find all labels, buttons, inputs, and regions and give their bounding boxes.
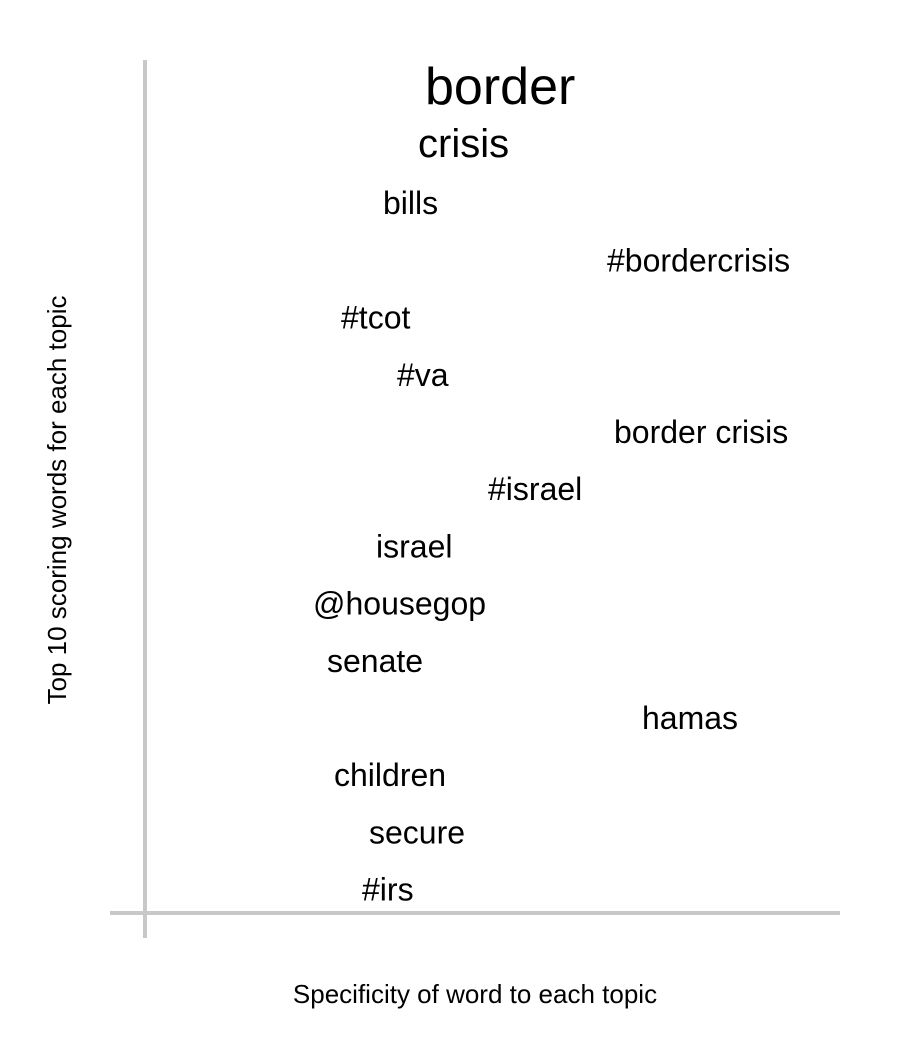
word-label: border crisis — [614, 414, 788, 450]
word-label: crisis — [418, 122, 509, 166]
word-label: #bordercrisis — [607, 242, 790, 278]
word-marks: border crisis bills #bordercrisis #tcot #va bo… — [313, 58, 790, 908]
y-axis-label: Top 10 scoring words for each topic — [42, 296, 72, 705]
word-label: #tcot — [341, 300, 410, 336]
word-label: children — [334, 757, 446, 793]
word-label: israel — [376, 528, 452, 564]
word-label: hamas — [642, 700, 738, 736]
word-label: #israel — [488, 471, 582, 507]
word-label: bills — [383, 185, 438, 221]
word-label: secure — [369, 814, 465, 850]
x-axis-label: Specificity of word to each topic — [293, 979, 657, 1009]
word-label: #va — [397, 357, 449, 393]
word-label: #irs — [362, 872, 414, 908]
word-label: @housegop — [313, 586, 486, 622]
word-label: senate — [327, 643, 423, 679]
word-label: border — [425, 58, 575, 116]
